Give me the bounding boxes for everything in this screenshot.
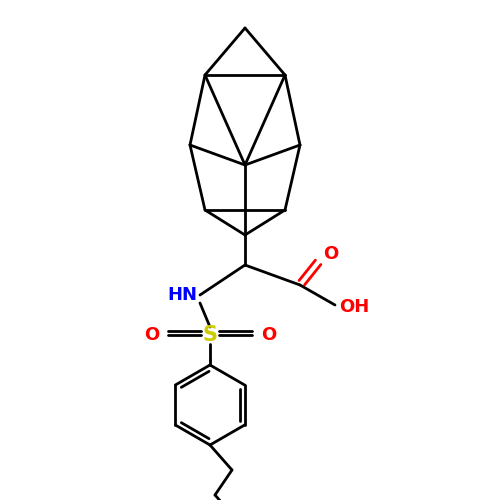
Text: O: O [261,326,276,344]
Text: HN: HN [167,286,197,304]
Text: O: O [144,326,159,344]
Text: S: S [202,325,218,345]
Text: O: O [323,245,338,263]
Text: OH: OH [339,298,369,316]
